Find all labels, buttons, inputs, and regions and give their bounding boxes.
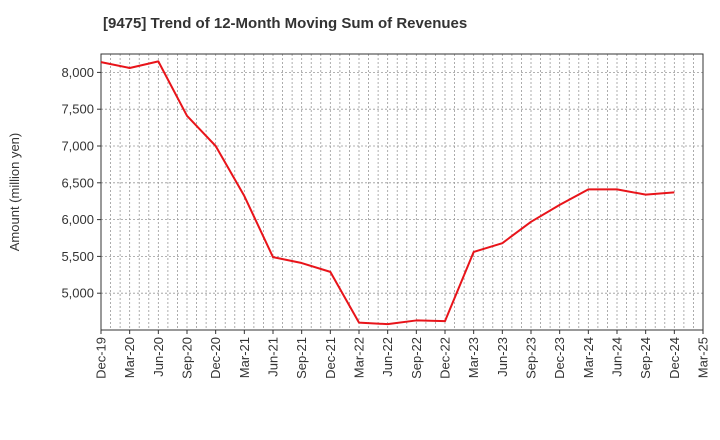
grid-layer xyxy=(101,54,703,330)
x-tick-label: Sep-22 xyxy=(409,337,424,379)
x-tick-label: Jun-23 xyxy=(495,337,510,377)
x-tick-label: Mar-24 xyxy=(581,337,596,378)
y-tick-label: 5,500 xyxy=(61,249,94,264)
y-tick-label: 8,000 xyxy=(61,65,94,80)
x-tick-label: Dec-24 xyxy=(667,337,682,379)
x-tick-label: Sep-21 xyxy=(294,337,309,379)
x-tick-label: Mar-20 xyxy=(122,337,137,378)
x-tick-label: Sep-24 xyxy=(638,337,653,379)
x-tick-label: Jun-20 xyxy=(151,337,166,377)
x-tick-label: Dec-23 xyxy=(552,337,567,379)
y-tick-label: 5,000 xyxy=(61,286,94,301)
x-tick-label: Dec-19 xyxy=(94,337,109,379)
x-tick-label: Jun-22 xyxy=(380,337,395,377)
x-tick-label: Sep-20 xyxy=(180,337,195,379)
y-axis-label: Amount (million yen) xyxy=(7,133,22,252)
x-tick-label: Sep-23 xyxy=(524,337,539,379)
y-tick-label: 6,000 xyxy=(61,212,94,227)
y-tick-label: 6,500 xyxy=(61,175,94,190)
x-tick-label: Dec-22 xyxy=(438,337,453,379)
x-tick-label: Mar-22 xyxy=(352,337,367,378)
x-tick-label: Mar-21 xyxy=(237,337,252,378)
x-tick-label: Mar-25 xyxy=(696,337,711,378)
x-tick-label: Dec-21 xyxy=(323,337,338,379)
axis-ticks: 5,000 5,500 6,000 6,500 7,000 7,500 8,000 Dec-1… xyxy=(61,65,710,379)
x-tick-label: Mar-23 xyxy=(466,337,481,378)
chart-title: [9475] Trend of 12-Month Moving Sum of R… xyxy=(103,15,468,32)
series-line xyxy=(100,60,675,326)
series-layer xyxy=(100,60,675,326)
x-tick-label: Jun-21 xyxy=(266,337,281,377)
x-tick-label: Dec-20 xyxy=(208,337,223,379)
x-tick-label: Jun-24 xyxy=(610,337,625,377)
y-tick-label: 7,000 xyxy=(61,139,94,154)
plot-area xyxy=(100,53,704,331)
y-tick-label: 7,500 xyxy=(61,102,94,117)
